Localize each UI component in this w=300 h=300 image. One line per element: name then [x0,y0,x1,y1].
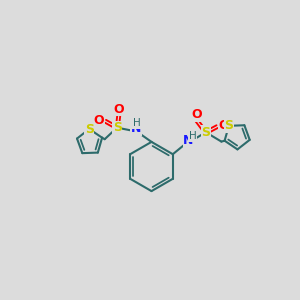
Text: H: H [133,118,140,128]
Text: O: O [218,119,229,132]
Text: S: S [224,119,233,132]
Text: S: S [201,126,210,139]
Text: O: O [113,103,124,116]
Text: O: O [191,108,202,121]
Text: S: S [85,122,94,136]
Text: H: H [189,131,196,141]
Text: N: N [131,122,141,136]
Text: O: O [93,113,104,127]
Text: S: S [113,121,122,134]
Text: N: N [183,134,194,147]
